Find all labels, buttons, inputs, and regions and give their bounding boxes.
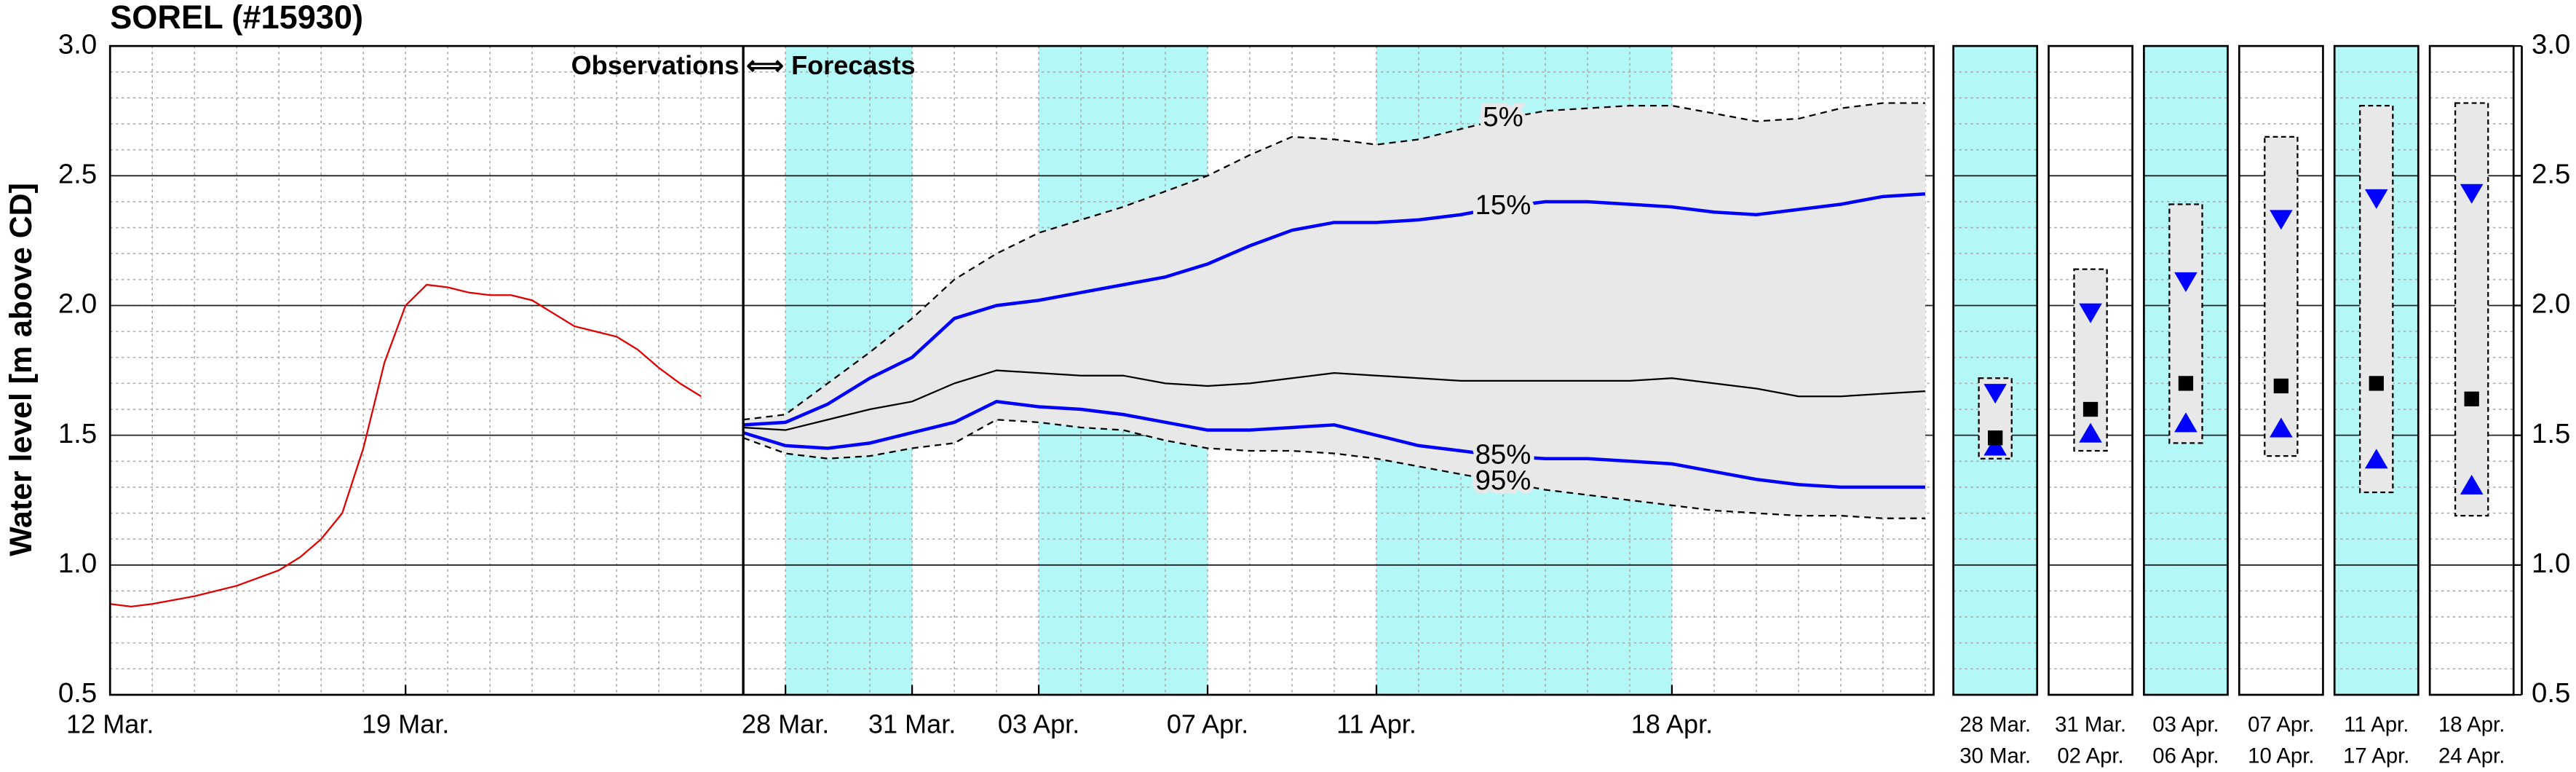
y-tick-label: 2.5 xyxy=(2532,158,2570,189)
panel-frame xyxy=(2238,44,2324,696)
series-line xyxy=(742,400,1925,489)
panel-label: 28 Mar. xyxy=(1959,713,2031,737)
marker-up xyxy=(2460,474,2484,495)
series-line xyxy=(742,102,1925,421)
y-tick-label: 1.5 xyxy=(2532,418,2570,449)
chart-title: SOREL (#15930) xyxy=(110,0,363,36)
y-tick-label: 1.5 xyxy=(58,418,97,449)
panel-frame xyxy=(2048,44,2133,696)
median-marker xyxy=(2082,401,2099,417)
panel-label: 17 Apr. xyxy=(2343,744,2409,768)
panel-label: 06 Apr. xyxy=(2152,744,2219,768)
x-tick-label: 18 Apr. xyxy=(1631,709,1713,738)
panel-frame xyxy=(2143,44,2229,696)
marker-up xyxy=(2270,417,2293,438)
range-box xyxy=(2264,135,2299,457)
marker-down xyxy=(2270,210,2293,230)
median-marker xyxy=(2273,378,2289,394)
range-box xyxy=(2454,102,2489,517)
range-box xyxy=(2168,203,2203,444)
x-tick-label: 19 Mar. xyxy=(362,709,449,738)
y-tick-label: 0.5 xyxy=(58,677,97,709)
x-tick-label: 03 Apr. xyxy=(998,709,1079,738)
y-tick-label: 3.0 xyxy=(58,28,97,60)
marker-up xyxy=(2364,449,2388,469)
y-tick-label: 2.0 xyxy=(58,288,97,320)
marker-up xyxy=(2174,412,2197,433)
panel-frame xyxy=(1952,44,2039,696)
x-tick-label: 12 Mar. xyxy=(66,709,154,738)
panel-label: 07 Apr. xyxy=(2248,713,2314,737)
marker-down xyxy=(2364,189,2388,209)
marker-down xyxy=(1983,384,2007,404)
range-box xyxy=(2359,104,2394,494)
y-tick-label: 2.0 xyxy=(2532,288,2570,320)
marker-down xyxy=(2079,303,2102,323)
panel-label: 10 Apr. xyxy=(2248,744,2314,768)
y-axis-label: Water level [m above CD] xyxy=(4,183,39,556)
panel-label: 03 Apr. xyxy=(2152,713,2219,737)
series-label: 95% xyxy=(1475,465,1531,496)
x-tick-label: 31 Mar. xyxy=(868,709,956,738)
panel-label: 24 Apr. xyxy=(2438,744,2505,768)
median-marker xyxy=(2178,376,2194,391)
series-line xyxy=(743,369,1925,431)
panel-label: 02 Apr. xyxy=(2057,744,2123,768)
panel-label: 11 Apr. xyxy=(2344,713,2409,737)
panel-frame xyxy=(2428,44,2515,696)
annotation: Observations ⟺ Forecasts xyxy=(571,50,916,80)
x-tick-label: 11 Apr. xyxy=(1336,709,1416,738)
x-tick-label: 07 Apr. xyxy=(1167,709,1248,738)
series-line xyxy=(742,419,1925,519)
marker-down xyxy=(2460,184,2484,204)
y-tick-label: 1.0 xyxy=(2532,548,2570,579)
marker-up xyxy=(2079,422,2102,443)
y-tick-label: 2.5 xyxy=(58,158,97,189)
summary-panel xyxy=(1953,46,2037,696)
median-marker xyxy=(2464,391,2479,406)
median-marker xyxy=(1987,430,2003,446)
forecast-range xyxy=(743,103,1925,519)
panel-frame xyxy=(2333,44,2420,696)
series-line xyxy=(110,283,702,607)
y-tick-label: 1.0 xyxy=(58,548,97,579)
panel-label: 31 Mar. xyxy=(2055,713,2126,737)
median-marker xyxy=(2369,376,2384,391)
y-tick-label: 0.5 xyxy=(2532,677,2570,709)
series-label: 15% xyxy=(1475,189,1531,221)
series-label: 85% xyxy=(1475,438,1531,470)
panel-label: 30 Mar. xyxy=(1959,744,2031,768)
y-tick-label: 3.0 xyxy=(2532,28,2570,60)
range-box xyxy=(2073,268,2108,452)
panel-label: 18 Apr. xyxy=(2438,713,2505,737)
marker-down xyxy=(2174,272,2197,292)
marker-up xyxy=(1983,436,2007,456)
series-line xyxy=(742,192,1926,427)
x-tick-label: 28 Mar. xyxy=(742,709,829,738)
series-label: 5% xyxy=(1483,101,1523,133)
plot-frame xyxy=(108,44,1935,696)
